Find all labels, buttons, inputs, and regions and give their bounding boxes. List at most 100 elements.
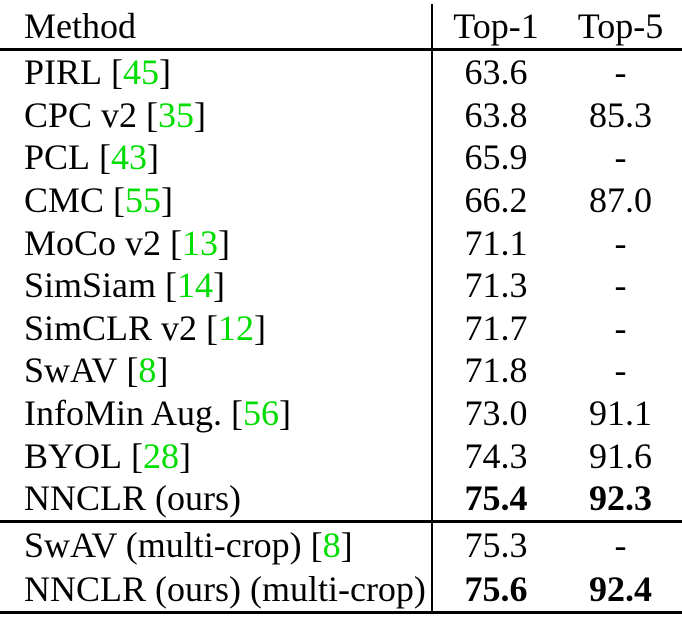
top1-cell: 71.7 xyxy=(431,306,559,350)
table-row: PCL [43] 65.9 - xyxy=(0,136,682,179)
citation-number[interactable]: 45 xyxy=(123,52,160,93)
top1-cell: 73.0 xyxy=(431,391,559,435)
method-cell: SwAV (multi-crop) [8] xyxy=(0,524,431,566)
citation-bracket-close: ] xyxy=(179,435,191,476)
citation-number[interactable]: 14 xyxy=(177,265,214,306)
citation-bracket-close: ] xyxy=(161,180,174,221)
citation: [8] xyxy=(126,350,168,390)
top1-cell: 71.3 xyxy=(431,263,559,307)
citation: [13] xyxy=(170,223,230,263)
table-row: BYOL [28] 74.3 91.6 xyxy=(0,434,682,477)
top5-cell: 92.3 xyxy=(589,478,652,519)
table-row: MoCo v2 [13] 71.1 - xyxy=(0,221,682,264)
citation-bracket-open: [ xyxy=(126,350,139,391)
citation-number[interactable]: 56 xyxy=(243,393,279,434)
citation-number[interactable]: 28 xyxy=(143,435,179,476)
citation-number[interactable]: 35 xyxy=(158,94,195,135)
header-rule xyxy=(0,48,682,51)
method-name: SwAV xyxy=(24,350,118,391)
method-name: MoCo v2 xyxy=(24,222,162,263)
table-row: CPC v2 [35] 63.8 85.3 xyxy=(0,93,682,137)
table-row: NNCLR (ours) (multi-crop) 75.6 92.4 xyxy=(0,566,682,611)
method-cell: SwAV [8] xyxy=(0,349,431,391)
method-name: InfoMin Aug. xyxy=(24,393,222,434)
citation: [35] xyxy=(146,95,206,135)
table-row: NNCLR (ours) 75.4 92.3 xyxy=(0,476,682,520)
table-row: SimCLR v2 [12] 71.7 - xyxy=(0,306,682,350)
citation: [28] xyxy=(131,436,191,476)
citation-bracket-open: [ xyxy=(111,52,124,93)
method-cell: SimCLR v2 [12] xyxy=(0,307,431,349)
citation-bracket-close: ] xyxy=(218,222,231,263)
citation-bracket-open: [ xyxy=(206,307,219,348)
citation-bracket-close: ] xyxy=(159,52,172,93)
method-cell: MoCo v2 [13] xyxy=(0,222,431,264)
multicrop-results-section: SwAV (multi-crop) [8] 75.3 - NNCLR (ours)… xyxy=(0,522,682,611)
citation-bracket-open: [ xyxy=(231,393,243,434)
citation-bracket-open: [ xyxy=(131,435,143,476)
citation-number[interactable]: 12 xyxy=(218,307,255,348)
citation-number[interactable]: 8 xyxy=(322,524,341,565)
method-cell: PIRL [45] xyxy=(0,51,431,93)
citation-number[interactable]: 55 xyxy=(125,180,162,221)
citation-number[interactable]: 13 xyxy=(182,222,219,263)
top5-cell: 85.3 xyxy=(589,94,652,135)
citation-bracket-close: ] xyxy=(340,524,353,565)
citation-bracket-close: ] xyxy=(254,307,267,348)
table-row: SwAV [8] 71.8 - xyxy=(0,349,682,392)
top5-cell: - xyxy=(614,222,627,263)
citation-bracket-open: [ xyxy=(310,524,323,565)
table-header-row: Method Top-1 Top-5 xyxy=(0,4,682,48)
citation-bracket-close: ] xyxy=(279,393,291,434)
method-name: NNCLR (ours) xyxy=(24,478,241,519)
method-name: BYOL xyxy=(24,435,122,476)
column-header-method: Method xyxy=(24,6,136,46)
top5-cell: - xyxy=(614,265,627,306)
citation-bracket-close: ] xyxy=(194,94,207,135)
main-results-section: PIRL [45] 63.6 - CPC v2 [35] 63.8 85.3 PCL… xyxy=(0,51,682,520)
citation-bracket-open: [ xyxy=(165,265,178,306)
table-row: PIRL [45] 63.6 - xyxy=(0,51,682,94)
citation: [56] xyxy=(231,393,291,433)
column-header-top1: Top-1 xyxy=(431,4,559,48)
method-name: CPC v2 xyxy=(24,94,138,135)
citation: [8] xyxy=(311,525,353,565)
top5-cell: - xyxy=(614,524,627,565)
method-cell: PCL [43] xyxy=(0,136,431,178)
top1-cell: 65.9 xyxy=(431,136,559,179)
top1-cell: 63.8 xyxy=(431,93,559,137)
method-cell: SimSiam [14] xyxy=(0,264,431,306)
top5-cell: 92.4 xyxy=(589,568,652,609)
method-cell: BYOL [28] xyxy=(0,435,431,477)
method-name: PIRL xyxy=(24,52,103,93)
citation: [14] xyxy=(165,265,225,305)
top1-cell: 63.6 xyxy=(431,51,559,94)
table-row: InfoMin Aug. [56] 73.0 91.1 xyxy=(0,391,682,435)
top5-cell: - xyxy=(614,137,627,178)
table-row: SwAV (multi-crop) [8] 75.3 - xyxy=(0,522,682,567)
citation-bracket-open: [ xyxy=(170,222,183,263)
top5-cell: - xyxy=(614,307,627,348)
citation-number[interactable]: 8 xyxy=(138,350,157,391)
method-name: NNCLR (ours) (multi-crop) xyxy=(24,568,426,609)
method-cell: NNCLR (ours) xyxy=(0,477,431,519)
method-cell: NNCLR (ours) (multi-crop) xyxy=(0,568,431,610)
table-row: SimSiam [14] 71.3 - xyxy=(0,263,682,307)
citation: [43] xyxy=(99,137,159,177)
method-name: CMC xyxy=(24,180,105,221)
column-header-top5: Top-5 xyxy=(577,6,664,46)
citation-bracket-open: [ xyxy=(113,180,126,221)
top5-cell: - xyxy=(614,52,627,93)
top5-cell: 91.1 xyxy=(589,393,652,434)
top1-cell: 75.4 xyxy=(431,476,559,520)
top1-cell: 71.1 xyxy=(431,221,559,264)
section-divider-rule xyxy=(0,519,682,523)
top5-cell: 91.6 xyxy=(589,435,652,476)
citation-number[interactable]: 43 xyxy=(111,137,148,178)
method-cell: InfoMin Aug. [56] xyxy=(0,392,431,434)
top5-cell: - xyxy=(614,350,627,391)
method-cell: CPC v2 [35] xyxy=(0,94,431,136)
citation: [45] xyxy=(111,52,171,92)
table-row: CMC [55] 66.2 87.0 xyxy=(0,178,682,222)
